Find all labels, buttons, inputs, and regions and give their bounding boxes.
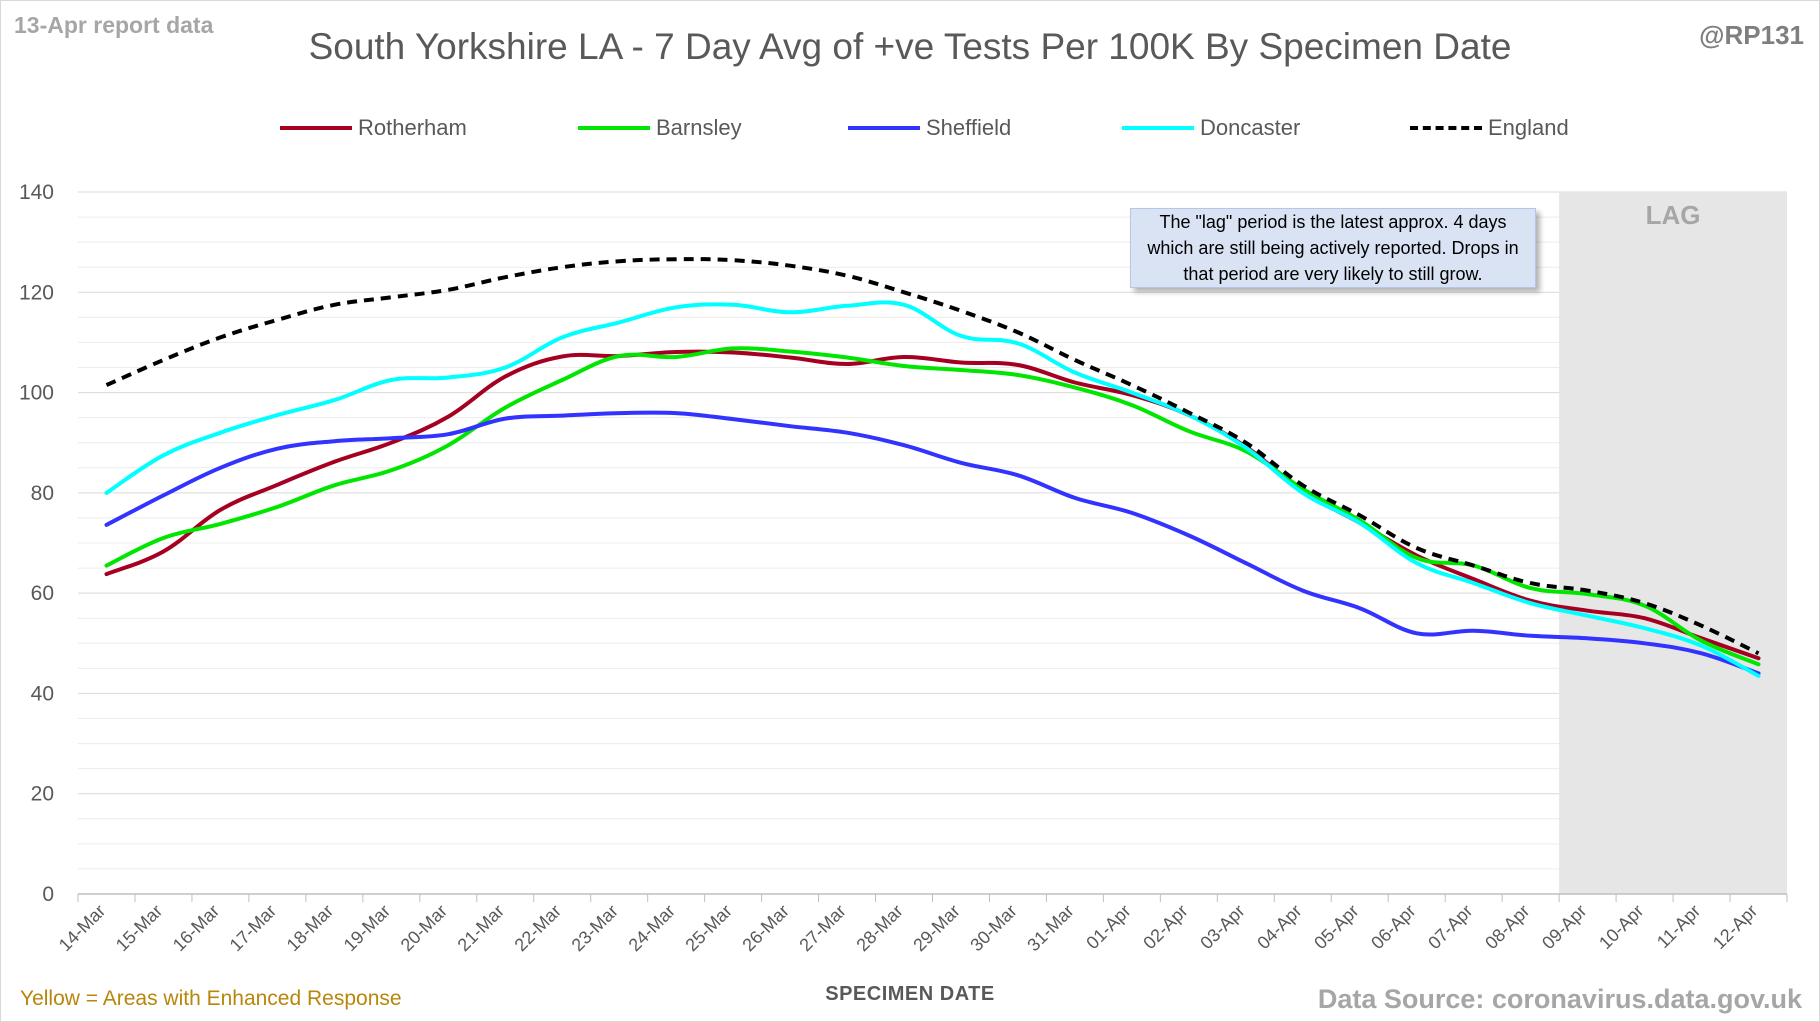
legend-item-sheffield: Sheffield [848,112,1011,144]
y-tick-label: 100 [19,382,54,405]
x-axis-title: SPECIMEN DATE [825,983,995,1005]
lag-label: LAG [1646,200,1701,230]
legend-item-doncaster: Doncaster [1122,112,1300,144]
x-tick-label: 01-Apr [1082,901,1134,953]
x-tick-label: 06-Apr [1367,901,1419,953]
legend-item-england: England [1410,112,1569,144]
x-tick-label: 20-Mar [397,901,451,955]
x-tick-label: 14-Mar [55,901,109,955]
legend-swatch [578,126,650,130]
x-tick-label: 03-Apr [1196,901,1248,953]
legend-label: England [1488,115,1569,140]
x-tick-label: 12-Apr [1709,901,1761,953]
y-tick-label: 120 [19,281,54,304]
y-tick-label: 20 [31,783,54,806]
x-tick-label: 05-Apr [1310,901,1362,953]
x-tick-label: 27-Mar [795,901,849,955]
x-tick-label: 24-Mar [625,901,679,955]
series-line-doncaster [104,300,1761,678]
chart-title: South Yorkshire LA - 7 Day Avg of +ve Te… [308,26,1512,67]
x-tick-label: 08-Apr [1481,901,1533,953]
y-tick-label: 80 [31,482,54,505]
lag-region: LAG [1559,192,1787,894]
legend-label: Rotherham [358,115,467,140]
legend-swatch [1122,126,1194,130]
series-line-england [105,257,1760,656]
x-tick-label: 10-Apr [1595,901,1647,953]
legend-label: Barnsley [656,115,742,140]
x-tick-label: 29-Mar [909,901,963,955]
x-tick-label: 19-Mar [340,901,394,955]
enhanced-response-note: Yellow = Areas with Enhanced Response [20,987,402,1010]
lag-shading [1559,192,1787,894]
x-tick-label: 17-Mar [226,901,280,955]
x-tick-label: 02-Apr [1139,901,1191,953]
legend-item-barnsley: Barnsley [578,112,742,144]
legend-swatch [848,126,920,130]
x-tick-label: 04-Apr [1253,901,1305,953]
x-tick-label: 09-Apr [1538,901,1590,953]
x-tick-label: 15-Mar [112,901,166,955]
chart-legend: Rotherham Barnsley Sheffield Doncaster Engla… [0,112,1820,144]
y-tick-label: 40 [31,682,54,705]
x-tick-label: 26-Mar [738,901,792,955]
series-line-barnsley [104,346,1761,667]
lag-annotation-box: The "lag" period is the latest approx. 4… [1130,208,1536,288]
x-tick-label: 30-Mar [966,901,1020,955]
x-tick-label: 07-Apr [1424,901,1476,953]
gridlines [78,191,1787,870]
x-tick-label: 16-Mar [169,901,223,955]
x-tick-label: 25-Mar [681,901,735,955]
series-line-sheffield [104,410,1761,676]
author-handle: @RP131 [1699,20,1804,50]
x-tick-label: 11-Apr [1653,901,1704,952]
legend-label: Sheffield [926,115,1012,140]
x-tick-label: 21-Mar [454,901,508,955]
y-tick-label: 140 [19,181,54,204]
x-tick-label: 23-Mar [568,901,622,955]
report-date-note: 13-Apr report data [14,12,214,38]
y-tick-label: 0 [42,883,54,906]
data-source-note: Data Source: coronavirus.data.gov.uk [1317,984,1802,1014]
legend-item-rotherham: Rotherham [280,112,467,144]
series-line-rotherham [104,349,1761,661]
x-tick-label: 31-Mar [1023,901,1077,955]
x-tick-label: 18-Mar [283,901,337,955]
y-tick-label: 60 [31,582,54,605]
x-tick-label: 22-Mar [511,901,565,955]
x-tick-label: 28-Mar [852,901,906,955]
legend-swatch [280,126,352,130]
series-lines [104,257,1761,678]
legend-label: Doncaster [1200,115,1301,140]
legend-swatch [1410,126,1482,130]
